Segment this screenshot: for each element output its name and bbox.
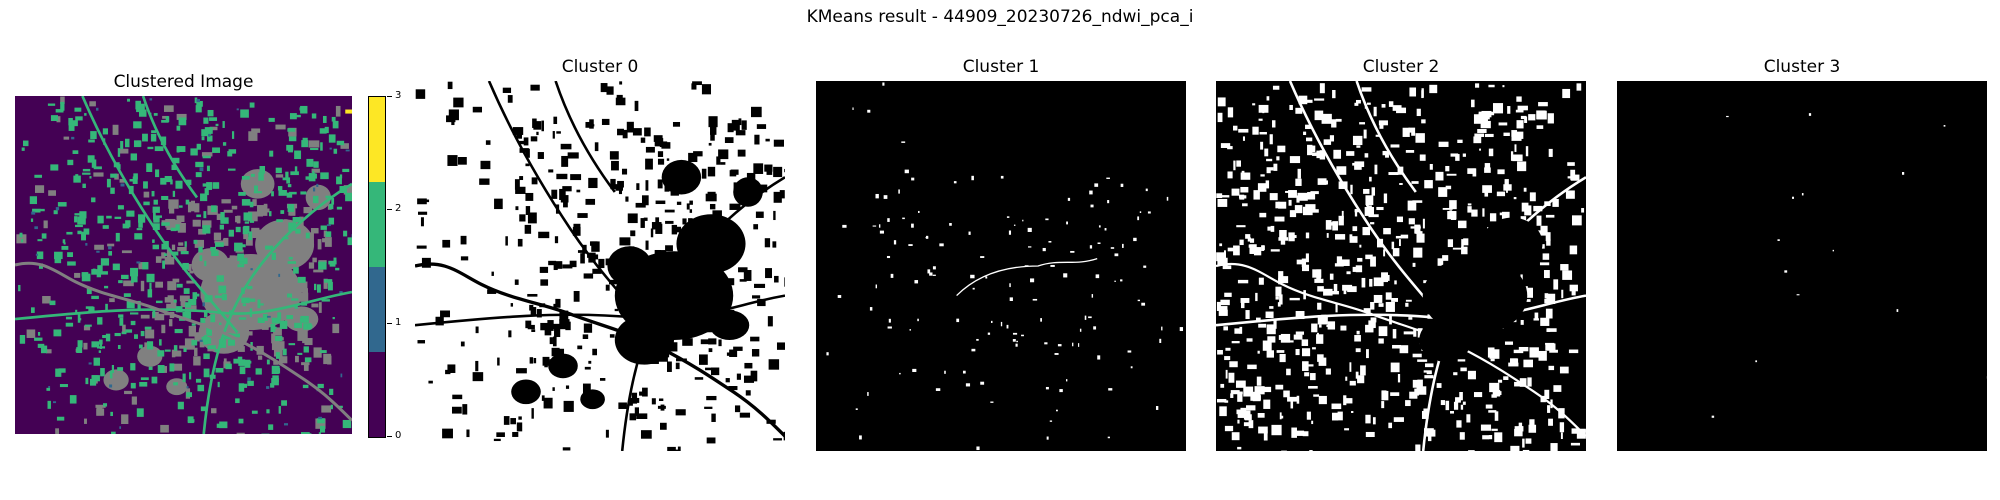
figure-title: KMeans result - 44909_20230726_ndwi_pca_… — [806, 7, 1194, 27]
clustered-image-title: Clustered Image — [113, 72, 254, 92]
colorbar-tick-label-3: 3 — [395, 90, 402, 101]
cluster-3-title: Cluster 3 — [1763, 57, 1841, 77]
colorbar-tick-label-0: 0 — [395, 430, 402, 441]
clustered-image-panel — [15, 96, 352, 434]
colorbar-tick-1 — [387, 323, 392, 324]
colorbar-tick-label-2: 2 — [395, 203, 402, 214]
colorbar-tick-0 — [387, 436, 392, 437]
cluster-2-panel — [1216, 81, 1586, 451]
cluster-0-title: Cluster 0 — [561, 57, 639, 77]
colorbar — [368, 96, 386, 438]
colorbar-segment-0 — [369, 352, 385, 437]
cluster-0-panel — [415, 81, 785, 451]
colorbar-segment-2 — [369, 182, 385, 267]
cluster-1-title: Cluster 1 — [962, 57, 1040, 77]
cluster-2-title: Cluster 2 — [1362, 57, 1440, 77]
colorbar-tick-2 — [387, 209, 392, 210]
colorbar-segment-1 — [369, 267, 385, 352]
cluster-3-panel — [1617, 81, 1987, 451]
colorbar-tick-3 — [387, 96, 392, 97]
colorbar-segment-3 — [369, 97, 385, 182]
cluster-1-panel — [816, 81, 1186, 451]
colorbar-tick-label-1: 1 — [395, 317, 402, 328]
